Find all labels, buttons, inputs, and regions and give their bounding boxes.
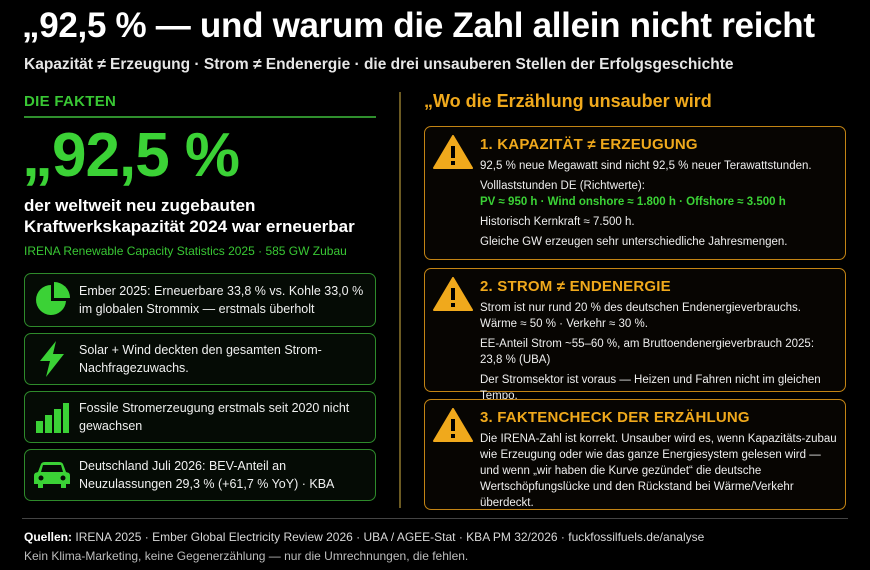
- page-subtitle: Kapazität ≠ Erzeugung · Strom ≠ Endenerg…: [24, 56, 734, 73]
- fact-card-bev: Deutschland Juli 2026: BEV-Anteil an Neu…: [24, 449, 376, 501]
- narrative-card-electricity: 2. STROM ≠ ENDENERGIE Strom ist nur rund…: [424, 268, 846, 402]
- fact-text: Ember 2025: Erneuerbare 33,8 % vs. Kohle…: [79, 284, 364, 316]
- facts-heading-rule: [24, 116, 376, 118]
- card-line: Historisch Kernkraft ≈ 7.500 h.: [480, 216, 635, 228]
- card-line: Strom ist nur rund 20 % des deutschen En…: [480, 302, 801, 314]
- pie-chart-icon: [25, 282, 79, 318]
- card-title: 1. KAPAZITÄT ≠ ERZEUGUNG: [480, 136, 698, 153]
- card-title: 3. FAKTENCHECK DER ERZÄHLUNG: [480, 409, 750, 426]
- sources-label: Quellen:: [24, 530, 73, 544]
- bar-chart-icon: [25, 401, 79, 433]
- warning-icon: [433, 277, 473, 311]
- footer-note: Kein Klima-Marketing, keine Gegenerzählu…: [24, 549, 469, 563]
- sources-text: IRENA 2025 · Ember Global Electricity Re…: [75, 530, 705, 544]
- fact-text: Solar + Wind deckten den gesamten Strom-…: [79, 343, 322, 375]
- facts-heading: DIE FAKTEN: [24, 93, 117, 110]
- column-divider: [399, 92, 401, 508]
- fact-card-fossil: Fossile Stromerzeugung erstmals seit 202…: [24, 391, 376, 443]
- headline-description: der weltweit neu zugebauten Kraftwerkska…: [24, 196, 355, 236]
- card-line: Die IRENA-Zahl ist korrekt. Unsauber wir…: [480, 433, 837, 509]
- card-line: Volllaststunden DE (Richtwerte):: [480, 180, 645, 192]
- card-line: EE-Anteil Strom ~55–60 %, am Bruttoenden…: [480, 338, 815, 366]
- narrative-heading: „Wo die Erzählung unsauber wird: [424, 91, 712, 111]
- lightning-icon: [25, 341, 79, 377]
- card-line-highlight: PV ≈ 950 h · Wind onshore ≈ 1.800 h · Of…: [480, 196, 786, 208]
- page-title: „92,5 % — und warum die Zahl allein nich…: [22, 6, 815, 45]
- card-line: Wärme ≈ 50 % · Verkehr ≈ 30 %.: [480, 318, 648, 330]
- narrative-card-capacity: 1. KAPAZITÄT ≠ ERZEUGUNG 92,5 % neue Meg…: [424, 126, 846, 260]
- card-line: 92,5 % neue Megawatt sind nicht 92,5 % n…: [480, 160, 812, 172]
- car-icon: [25, 460, 79, 490]
- card-line: Gleiche GW erzeugen sehr unterschiedlich…: [480, 236, 788, 248]
- narrative-card-factcheck: 3. FAKTENCHECK DER ERZÄHLUNG Die IRENA-Z…: [424, 399, 846, 510]
- warning-icon: [433, 135, 473, 169]
- fact-text: Fossile Stromerzeugung erstmals seit 202…: [79, 401, 350, 433]
- fact-card-ember: Ember 2025: Erneuerbare 33,8 % vs. Kohle…: [24, 273, 376, 327]
- footer-divider: [22, 518, 848, 519]
- headline-number: „92,5 %: [22, 121, 240, 190]
- headline-source: IRENA Renewable Capacity Statistics 2025…: [24, 244, 347, 258]
- warning-icon: [433, 408, 473, 442]
- fact-text: Deutschland Juli 2026: BEV-Anteil an Neu…: [79, 459, 335, 491]
- card-title: 2. STROM ≠ ENDENERGIE: [480, 278, 671, 295]
- fact-card-solar-wind: Solar + Wind deckten den gesamten Strom-…: [24, 333, 376, 385]
- footer-sources: Quellen: IRENA 2025 · Ember Global Elect…: [24, 530, 704, 544]
